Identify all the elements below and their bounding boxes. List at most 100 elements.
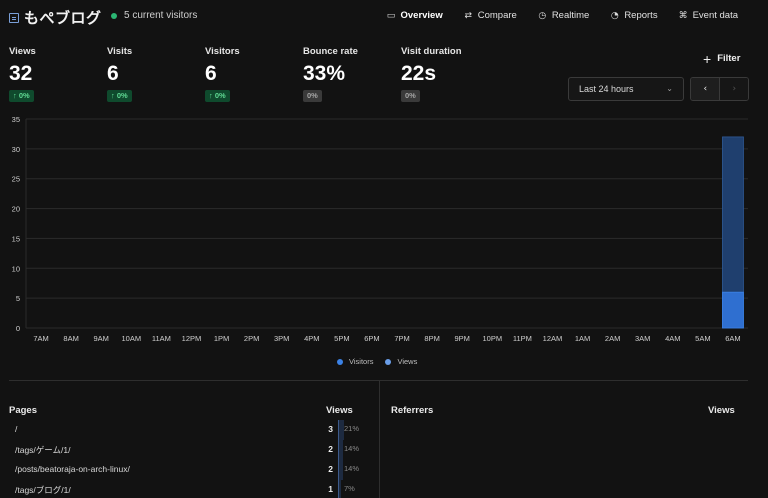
x-tick-label: 9PM bbox=[454, 334, 469, 343]
site-name: もぺブログ bbox=[24, 10, 102, 27]
percent-bar bbox=[339, 440, 343, 460]
page-path[interactable]: /posts/beatoraja-on-arch-linux/ bbox=[15, 464, 130, 474]
metric-visitors: Visitors 6 ↑ 0% bbox=[205, 46, 240, 103]
bar-visitors bbox=[722, 291, 744, 329]
metric-label: Bounce rate bbox=[303, 46, 358, 57]
nav-event-data[interactable]: ⌘ Event data bbox=[679, 10, 738, 21]
percent-text: 14% bbox=[344, 444, 360, 453]
previous-period-button[interactable]: ‹ bbox=[691, 78, 720, 100]
nav-label: Realtime bbox=[551, 10, 590, 21]
site-brand[interactable]: もぺブログ bbox=[9, 7, 102, 28]
arrows-icon: ⇄ bbox=[464, 10, 472, 21]
x-tick-label: 3PM bbox=[274, 334, 289, 343]
y-tick-label: 5 bbox=[16, 294, 20, 303]
metric-change-badge: ↑ 0% bbox=[205, 90, 230, 103]
x-tick-label: 1PM bbox=[214, 334, 229, 343]
percent-text: 21% bbox=[344, 424, 360, 433]
metric-change-badge: 0% bbox=[303, 90, 322, 103]
page-path[interactable]: /tags/ゲーム/1/ bbox=[15, 445, 71, 455]
current-visitors-text: 5 current visitors bbox=[124, 10, 198, 21]
page-path[interactable]: / bbox=[15, 424, 18, 434]
live-indicator-icon bbox=[111, 12, 117, 19]
metric-change-badge: ↑ 0% bbox=[9, 90, 34, 103]
nav-label: Overview bbox=[400, 10, 443, 21]
site-logo-icon bbox=[9, 12, 19, 23]
metric-value: 6 bbox=[205, 62, 217, 85]
page-percent: 21% bbox=[338, 420, 364, 440]
x-tick-label: 10AM bbox=[121, 334, 141, 343]
percent-bar bbox=[339, 460, 343, 480]
legend-dot-icon bbox=[337, 358, 343, 365]
views-chart: 0 5 10 15 20 25 30 35 7AM 8AM 9AM 10AM 11AM 12PM 1PM 2P… bbox=[12, 115, 748, 343]
pages-views-header: Views bbox=[326, 405, 353, 416]
metric-bounce-rate: Bounce rate 33% 0% bbox=[303, 46, 358, 103]
chart-legend: Visitors Views bbox=[337, 357, 417, 366]
top-header: もぺブログ 5 current visitors ▭ Overview ⇄ Co… bbox=[0, 0, 768, 32]
main-nav: ▭ Overview ⇄ Compare ◷ Realtime ◔ Report… bbox=[386, 10, 738, 21]
nav-compare[interactable]: ⇄ Compare bbox=[464, 10, 517, 21]
event-icon: ⌘ bbox=[678, 10, 688, 21]
y-tick-label: 35 bbox=[12, 115, 20, 124]
nav-label: Compare bbox=[477, 10, 517, 21]
table-row[interactable]: /tags/ゲーム/1/ 2 14% bbox=[9, 440, 364, 460]
x-tick-label: 1AM bbox=[575, 334, 590, 343]
legend-views[interactable]: Views bbox=[385, 357, 417, 366]
y-tick-label: 10 bbox=[12, 264, 20, 273]
x-tick-label: 5AM bbox=[695, 334, 710, 343]
y-tick-label: 0 bbox=[16, 324, 20, 333]
x-tick-label: 12PM bbox=[182, 334, 202, 343]
x-tick-label: 10PM bbox=[482, 334, 502, 343]
x-tick-label: 2AM bbox=[605, 334, 620, 343]
referrers-title: Referrers bbox=[391, 405, 434, 416]
metric-views: Views 32 ↑ 0% bbox=[9, 46, 36, 103]
legend-visitors[interactable]: Visitors bbox=[337, 357, 373, 366]
x-tick-label: 3AM bbox=[635, 334, 650, 343]
metric-label: Visits bbox=[107, 46, 133, 57]
page-views: 2 bbox=[328, 464, 333, 474]
page-views: 2 bbox=[328, 444, 333, 454]
x-tick-label: 11AM bbox=[152, 334, 171, 343]
y-tick-label: 15 bbox=[12, 234, 20, 243]
x-tick-label: 8AM bbox=[63, 334, 78, 343]
x-tick-label: 7PM bbox=[394, 334, 409, 343]
nav-label: Event data bbox=[692, 10, 738, 21]
metric-visit-duration: Visit duration 22s 0% bbox=[401, 46, 462, 103]
metric-label: Visitors bbox=[205, 46, 240, 57]
metric-change-badge: ↑ 0% bbox=[107, 90, 132, 103]
x-tick-label: 11PM bbox=[513, 334, 532, 343]
x-tick-label: 2PM bbox=[244, 334, 259, 343]
metric-value: 22s bbox=[401, 62, 437, 85]
percent-text: 14% bbox=[344, 464, 360, 473]
nav-reports[interactable]: ◔ Reports bbox=[610, 10, 658, 21]
x-tick-label: 4PM bbox=[304, 334, 319, 343]
current-visitors: 5 current visitors bbox=[111, 10, 197, 21]
page-percent: 7% bbox=[338, 480, 364, 498]
pages-title: Pages bbox=[9, 405, 37, 416]
legend-label: Views bbox=[397, 357, 418, 366]
x-tick-label: 9AM bbox=[93, 334, 108, 343]
referrers-views-header: Views bbox=[708, 405, 735, 416]
page-path[interactable]: /tags/ブログ/1/ bbox=[15, 485, 71, 495]
y-tick-label: 25 bbox=[12, 175, 20, 184]
metric-label: Visit duration bbox=[401, 46, 462, 57]
table-row[interactable]: / 3 21% bbox=[9, 420, 364, 440]
chevron-down-icon: ⌄ bbox=[666, 84, 673, 93]
filter-button[interactable]: + Filter bbox=[703, 52, 740, 66]
section-divider bbox=[9, 380, 748, 381]
table-row[interactable]: /tags/ブログ/1/ 1 7% bbox=[9, 480, 364, 498]
reports-icon: ◔ bbox=[610, 10, 619, 21]
x-tick-label: 6PM bbox=[364, 334, 379, 343]
nav-realtime[interactable]: ◷ Realtime bbox=[538, 10, 590, 21]
metric-visits: Visits 6 ↑ 0% bbox=[107, 46, 132, 103]
table-row[interactable]: /posts/beatoraja-on-arch-linux/ 2 14% bbox=[9, 460, 364, 480]
page-views: 1 bbox=[328, 484, 333, 494]
page-percent: 14% bbox=[338, 460, 364, 480]
metric-label: Views bbox=[9, 46, 36, 57]
nav-overview[interactable]: ▭ Overview bbox=[386, 10, 443, 21]
panel-divider bbox=[379, 380, 380, 498]
nav-label: Reports bbox=[624, 10, 658, 21]
date-range-select[interactable]: Last 24 hours ⌄ bbox=[568, 77, 684, 101]
next-period-button[interactable]: › bbox=[719, 78, 748, 100]
monitor-icon: ▭ bbox=[386, 10, 396, 21]
metric-value: 33% bbox=[303, 62, 346, 85]
